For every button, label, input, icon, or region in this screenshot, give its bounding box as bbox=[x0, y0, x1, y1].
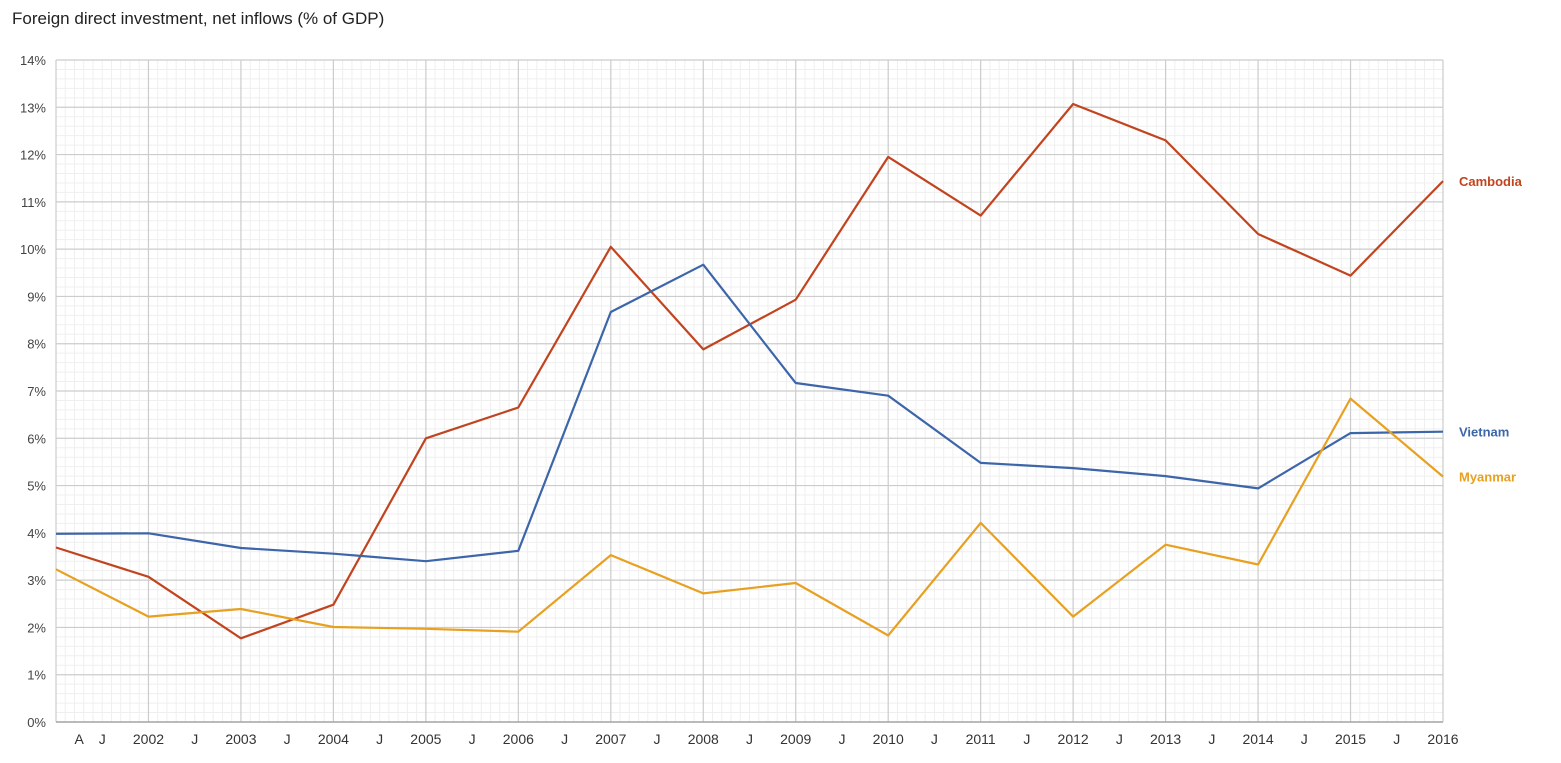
y-tick-label: 14% bbox=[20, 53, 46, 68]
x-tick-label: 2008 bbox=[688, 731, 719, 747]
chart-title: Foreign direct investment, net inflows (… bbox=[12, 9, 385, 28]
x-tick-label: 2012 bbox=[1058, 731, 1089, 747]
x-tick-label: J bbox=[561, 731, 568, 747]
series-lines bbox=[55, 102, 1444, 640]
x-tick-label: J bbox=[838, 731, 845, 747]
y-tick-label: 10% bbox=[20, 242, 46, 257]
x-tick-label: J bbox=[99, 731, 106, 747]
x-tick-label: J bbox=[376, 731, 383, 747]
x-tick-label: 2013 bbox=[1150, 731, 1181, 747]
x-tick-label: J bbox=[1301, 731, 1308, 747]
y-tick-label: 9% bbox=[27, 289, 46, 304]
x-tick-label: J bbox=[191, 731, 198, 747]
y-tick-label: 8% bbox=[27, 337, 46, 352]
x-tick-label: 2003 bbox=[225, 731, 256, 747]
x-axis-ticks: A J 2002 J 2003 J 2004 J 2005 J 2006 J 2007 J 2008 J 200… bbox=[74, 731, 1458, 747]
x-tick-label: 2005 bbox=[410, 731, 441, 747]
x-tick-label: 2014 bbox=[1242, 731, 1273, 747]
y-tick-label: 2% bbox=[27, 620, 46, 635]
x-tick-label: 2016 bbox=[1427, 731, 1458, 747]
x-tick-label: 2007 bbox=[595, 731, 626, 747]
x-tick-label: J bbox=[746, 731, 753, 747]
y-tick-label: 1% bbox=[27, 668, 46, 683]
y-tick-label: 4% bbox=[27, 526, 46, 541]
x-tick-label: 2006 bbox=[503, 731, 534, 747]
x-tick-label: 2004 bbox=[318, 731, 349, 747]
x-tick-label: J bbox=[284, 731, 291, 747]
x-tick-label: J bbox=[1393, 731, 1400, 747]
y-tick-label: 11% bbox=[21, 195, 46, 210]
series-label-cambodia: Cambodia bbox=[1459, 174, 1523, 189]
x-tick-label: J bbox=[931, 731, 938, 747]
x-tick-label: 2010 bbox=[873, 731, 904, 747]
x-tick-label: J bbox=[1023, 731, 1030, 747]
x-tick-label: A bbox=[74, 731, 84, 747]
y-tick-label: 13% bbox=[20, 100, 46, 115]
x-tick-label: 2002 bbox=[133, 731, 164, 747]
series-line-vietnam bbox=[55, 263, 1444, 563]
y-tick-label: 0% bbox=[27, 715, 46, 730]
y-tick-label: 6% bbox=[27, 431, 46, 446]
series-label-vietnam: Vietnam bbox=[1459, 425, 1509, 440]
y-tick-label: 5% bbox=[27, 479, 46, 494]
major-gridlines bbox=[55, 59, 1444, 723]
x-tick-label: J bbox=[654, 731, 661, 747]
series-line-myanmar bbox=[55, 397, 1444, 637]
x-tick-label: J bbox=[469, 731, 476, 747]
y-tick-label: 7% bbox=[27, 384, 46, 399]
x-tick-label: 2015 bbox=[1335, 731, 1366, 747]
series-labels: Cambodia Vietnam Myanmar bbox=[1459, 174, 1523, 485]
y-tick-label: 3% bbox=[27, 573, 46, 588]
y-tick-label: 12% bbox=[20, 148, 46, 163]
x-tick-label: 2011 bbox=[966, 731, 996, 747]
x-tick-label: 2009 bbox=[780, 731, 811, 747]
series-label-myanmar: Myanmar bbox=[1459, 470, 1516, 485]
y-axis-ticks: 0% 1% 2% 3% 4% 5% 6% 7% 8% 9% 10% 11% 12% 13% 14% bbox=[20, 53, 46, 730]
x-tick-label: J bbox=[1116, 731, 1123, 747]
x-tick-label: J bbox=[1208, 731, 1215, 747]
